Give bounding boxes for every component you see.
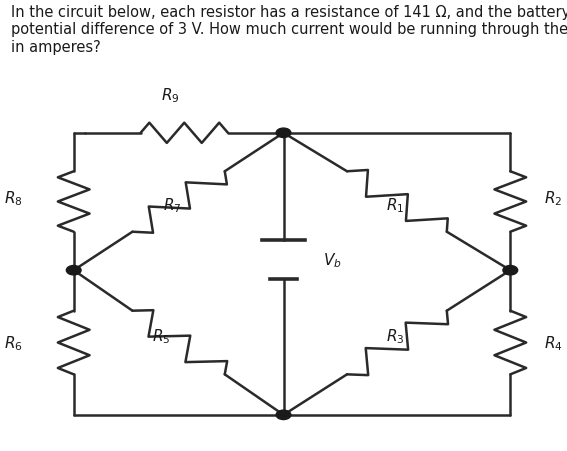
Text: $R_5$: $R_5$ [152,326,170,345]
Text: $R_3$: $R_3$ [386,326,404,345]
Text: $R_4$: $R_4$ [544,333,563,352]
Text: $R_8$: $R_8$ [4,189,23,208]
Text: $R_7$: $R_7$ [163,196,181,215]
Text: In the circuit below, each resistor has a resistance of 141 Ω, and the battery h: In the circuit below, each resistor has … [11,5,567,55]
Text: $R_9$: $R_9$ [161,86,179,105]
Text: $R_2$: $R_2$ [544,189,562,208]
Text: $R_6$: $R_6$ [4,333,23,352]
Circle shape [276,129,291,138]
Text: $R_1$: $R_1$ [386,196,404,215]
Circle shape [276,410,291,419]
Text: $V_b$: $V_b$ [323,250,342,269]
Circle shape [66,266,81,275]
Circle shape [503,266,518,275]
